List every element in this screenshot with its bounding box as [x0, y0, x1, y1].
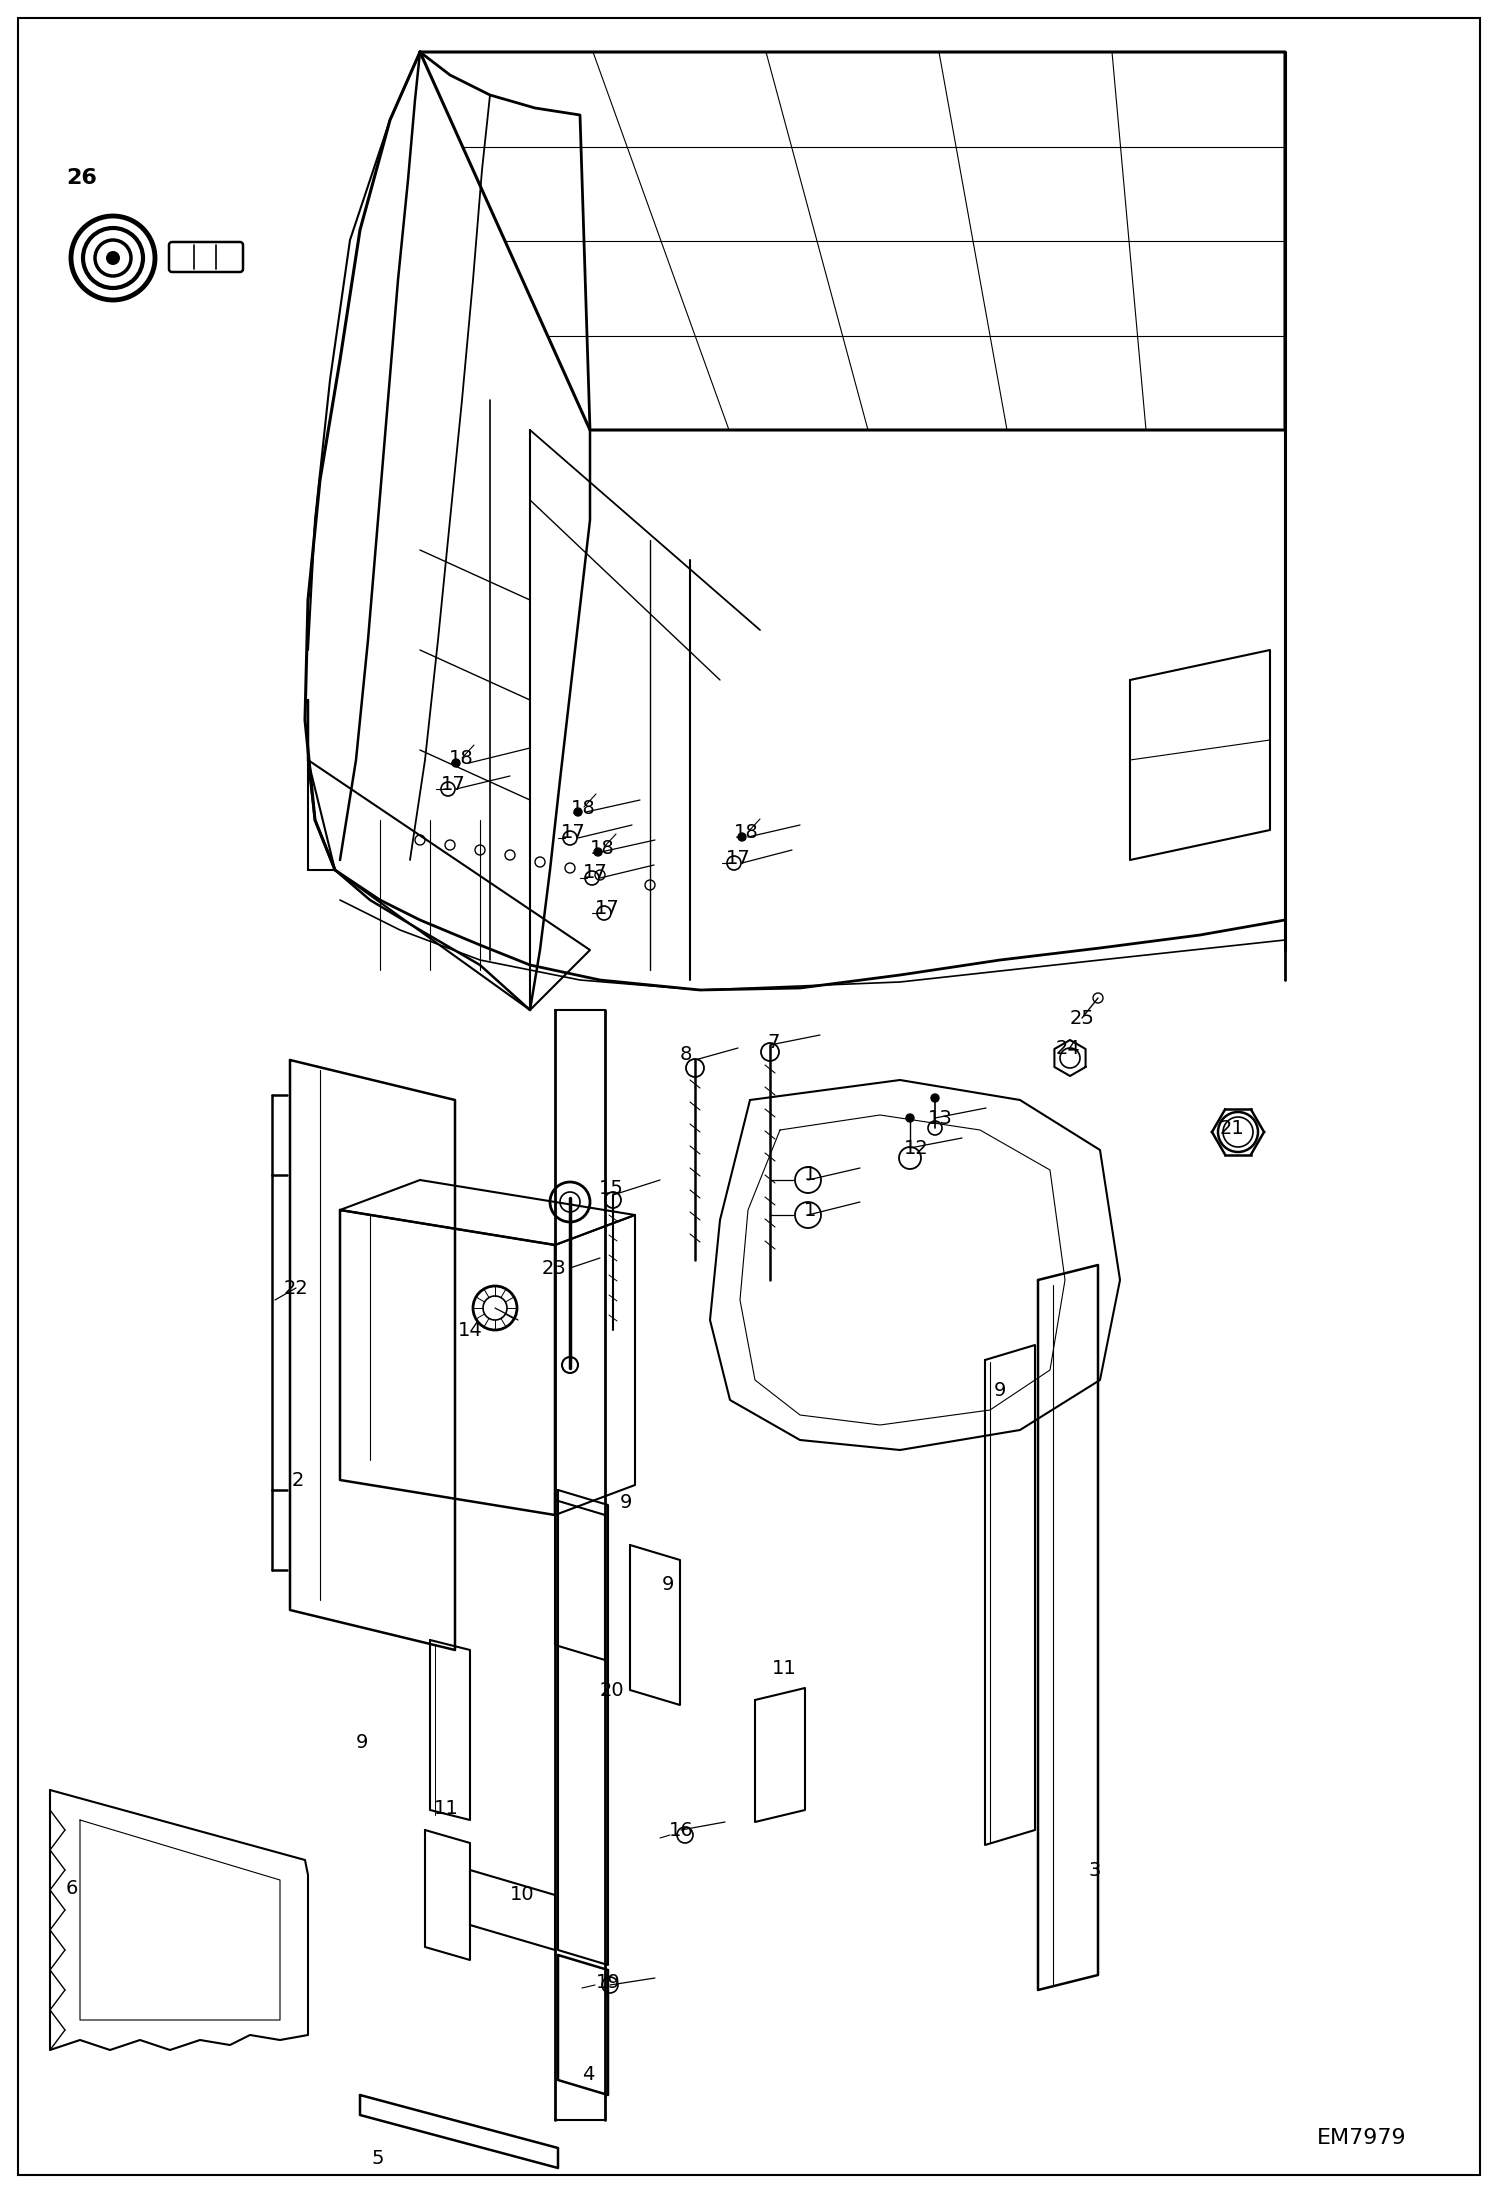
Text: 9: 9	[993, 1382, 1007, 1399]
Circle shape	[595, 849, 602, 855]
Text: 1: 1	[804, 1200, 816, 1219]
Text: 17: 17	[440, 774, 466, 794]
Circle shape	[930, 1094, 939, 1103]
Text: 18: 18	[571, 798, 595, 818]
Text: 21: 21	[1219, 1118, 1245, 1138]
Text: 11: 11	[433, 1798, 458, 1818]
Text: 26: 26	[66, 169, 97, 189]
Text: 13: 13	[927, 1107, 953, 1127]
Text: 1: 1	[804, 1164, 816, 1184]
Text: 17: 17	[595, 899, 619, 917]
Text: EM7979: EM7979	[1317, 2127, 1407, 2147]
Text: 20: 20	[599, 1680, 625, 1700]
Text: 4: 4	[581, 2066, 595, 2086]
Text: 25: 25	[1070, 1009, 1095, 1029]
Text: 8: 8	[680, 1046, 692, 1064]
Text: 17: 17	[583, 864, 607, 882]
Text: 15: 15	[599, 1178, 623, 1197]
Circle shape	[106, 250, 120, 265]
Text: 7: 7	[768, 1033, 780, 1053]
Text: 17: 17	[725, 849, 750, 868]
Text: 12: 12	[903, 1138, 929, 1158]
Text: 14: 14	[457, 1320, 482, 1340]
Text: 3: 3	[1089, 1860, 1101, 1879]
Text: 10: 10	[509, 1886, 535, 1904]
Text: 18: 18	[734, 825, 758, 842]
Text: 17: 17	[560, 825, 586, 842]
Circle shape	[906, 1114, 914, 1123]
Text: 22: 22	[283, 1279, 309, 1298]
Text: 11: 11	[771, 1658, 797, 1678]
Text: 5: 5	[372, 2149, 385, 2167]
Text: 6: 6	[66, 1879, 78, 1897]
Text: 16: 16	[668, 1820, 694, 1840]
Text: 23: 23	[542, 1259, 566, 1279]
Text: 9: 9	[357, 1732, 369, 1752]
Text: 18: 18	[448, 750, 473, 768]
Circle shape	[452, 759, 460, 768]
Circle shape	[739, 833, 746, 840]
Text: 9: 9	[620, 1493, 632, 1511]
Circle shape	[574, 807, 583, 816]
Text: 9: 9	[662, 1575, 674, 1594]
Text: 18: 18	[590, 838, 614, 857]
Text: 2: 2	[292, 1472, 304, 1489]
Text: 24: 24	[1056, 1039, 1080, 1057]
Text: 19: 19	[596, 1972, 620, 1991]
